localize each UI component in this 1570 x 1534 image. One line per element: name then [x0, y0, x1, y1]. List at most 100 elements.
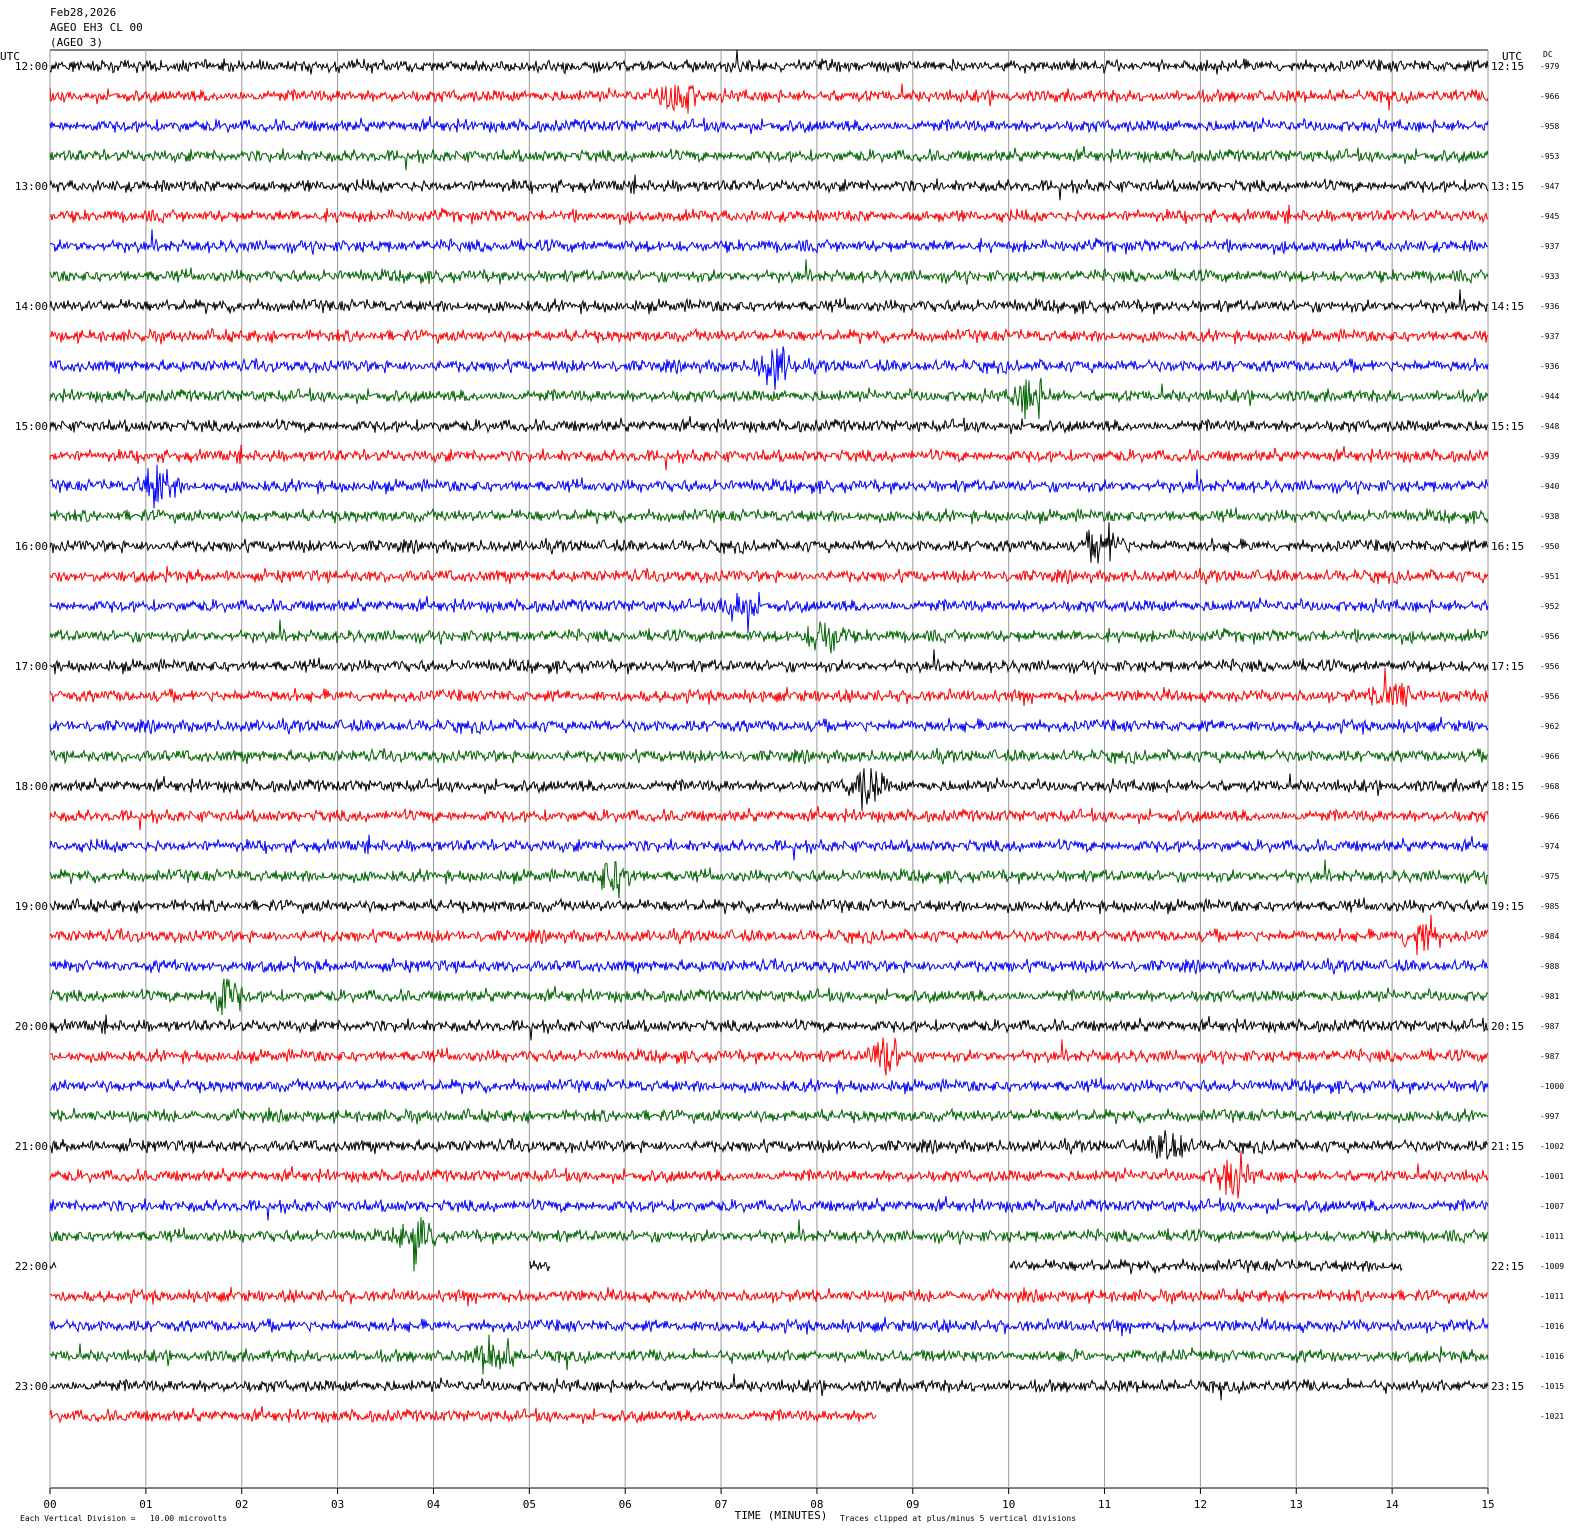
trace: [49, 591, 1489, 634]
right-time-label: 13:15: [1491, 180, 1524, 193]
left-time-label: 19:00: [15, 900, 48, 913]
dc-value: -953: [1540, 152, 1559, 161]
trace: [49, 229, 1489, 255]
trace: [49, 1037, 1489, 1076]
trace: [49, 204, 1489, 225]
right-time-label: 18:15: [1491, 780, 1524, 793]
network: (AGEO 3): [50, 36, 103, 49]
trace: [50, 747, 1489, 765]
dc-value: -1009: [1540, 1262, 1564, 1271]
trace: [49, 49, 1489, 75]
dc-value: -958: [1540, 122, 1559, 131]
dc-value: -966: [1540, 92, 1559, 101]
dc-value: -997: [1540, 1112, 1559, 1121]
dc-value: -985: [1540, 902, 1559, 911]
trace: [49, 507, 1489, 525]
right-axis-title: UTC: [1502, 50, 1522, 63]
x-tick-label: 02: [235, 1498, 248, 1511]
trace: [49, 1014, 1489, 1041]
x-axis-title: TIME (MINUTES): [735, 1509, 828, 1522]
trace: [49, 859, 1489, 899]
trace: [49, 174, 1489, 201]
x-tick-label: 07: [714, 1498, 727, 1511]
dc-value: -975: [1540, 872, 1559, 881]
left-axis-title: UTC: [0, 50, 20, 63]
x-tick-label: 15: [1481, 1498, 1494, 1511]
trace: [49, 327, 1489, 345]
trace: [49, 1406, 877, 1425]
dc-value: -956: [1540, 632, 1559, 641]
dc-value: -968: [1540, 782, 1559, 791]
trace: [49, 416, 1489, 435]
right-time-label: 23:15: [1491, 1380, 1524, 1393]
left-time-label: 16:00: [15, 540, 48, 553]
trace: [49, 289, 1489, 315]
dc-value: -1016: [1540, 1352, 1564, 1361]
trace: [49, 897, 1489, 915]
dc-value: -938: [1540, 512, 1559, 521]
dc-value: -944: [1540, 392, 1559, 401]
scale-note: Each Vertical Division = 10.00 microvolt…: [20, 1514, 227, 1523]
dc-value: -1007: [1540, 1202, 1564, 1211]
trace: [49, 914, 1489, 956]
dc-value: -987: [1540, 1022, 1559, 1031]
dc-value: -1015: [1540, 1382, 1564, 1391]
dc-value: -947: [1540, 182, 1559, 191]
trace: [49, 649, 1489, 675]
trace: [49, 1196, 1489, 1221]
trace: [49, 346, 1489, 390]
right-time-label: 17:15: [1491, 660, 1524, 673]
trace: [49, 1373, 1489, 1401]
trace: [49, 1107, 1489, 1125]
dc-value: -1011: [1540, 1292, 1564, 1301]
right-time-label: 20:15: [1491, 1020, 1524, 1033]
x-tick-label: 11: [1098, 1498, 1111, 1511]
right-time-label: 21:15: [1491, 1140, 1524, 1153]
trace: [49, 116, 1489, 135]
station: AGEO EH3 CL 00: [50, 21, 143, 34]
left-time-label: 20:00: [15, 1020, 48, 1033]
dc-value: -956: [1540, 692, 1559, 701]
left-time-label: 14:00: [15, 300, 48, 313]
x-tick-label: 05: [523, 1498, 536, 1511]
left-time-label: 21:00: [15, 1140, 48, 1153]
x-tick-label: 09: [906, 1498, 919, 1511]
dc-value: -984: [1540, 932, 1559, 941]
dc-value: -936: [1540, 362, 1559, 371]
dc-value: -952: [1540, 602, 1559, 611]
clip-note: Traces clipped at plus/minus 5 vertical …: [840, 1514, 1076, 1523]
trace: [49, 619, 1489, 654]
left-time-label: 13:00: [15, 180, 48, 193]
x-tick-label: 10: [1002, 1498, 1015, 1511]
dc-value: -937: [1540, 332, 1559, 341]
left-time-label: 18:00: [15, 780, 48, 793]
trace: [49, 1334, 1489, 1375]
dc-value: -936: [1540, 302, 1559, 311]
x-tick-label: 03: [331, 1498, 344, 1511]
trace: [49, 716, 1489, 735]
dc-value: -987: [1540, 1052, 1559, 1061]
trace: [49, 464, 1489, 509]
right-time-label: 16:15: [1491, 540, 1524, 553]
right-time-label: 14:15: [1491, 300, 1524, 313]
x-tick-label: 00: [43, 1498, 56, 1511]
trace: [49, 565, 1489, 585]
dc-value: -1021: [1540, 1412, 1564, 1421]
trace: [49, 1130, 1489, 1160]
trace: [49, 978, 1489, 1016]
trace: [49, 83, 1489, 114]
trace: [49, 522, 1489, 564]
date: Feb28,2026: [50, 6, 116, 19]
trace: [49, 1286, 1489, 1307]
dc-value: -937: [1540, 242, 1559, 251]
x-tick-label: 01: [139, 1498, 152, 1511]
trace: [49, 1258, 1403, 1275]
dc-value: -966: [1540, 812, 1559, 821]
trace: [49, 1150, 1489, 1199]
dc-value: -956: [1540, 662, 1559, 671]
dc-value: -988: [1540, 962, 1559, 971]
left-time-label: 12:00: [15, 60, 48, 73]
trace: [49, 834, 1489, 861]
